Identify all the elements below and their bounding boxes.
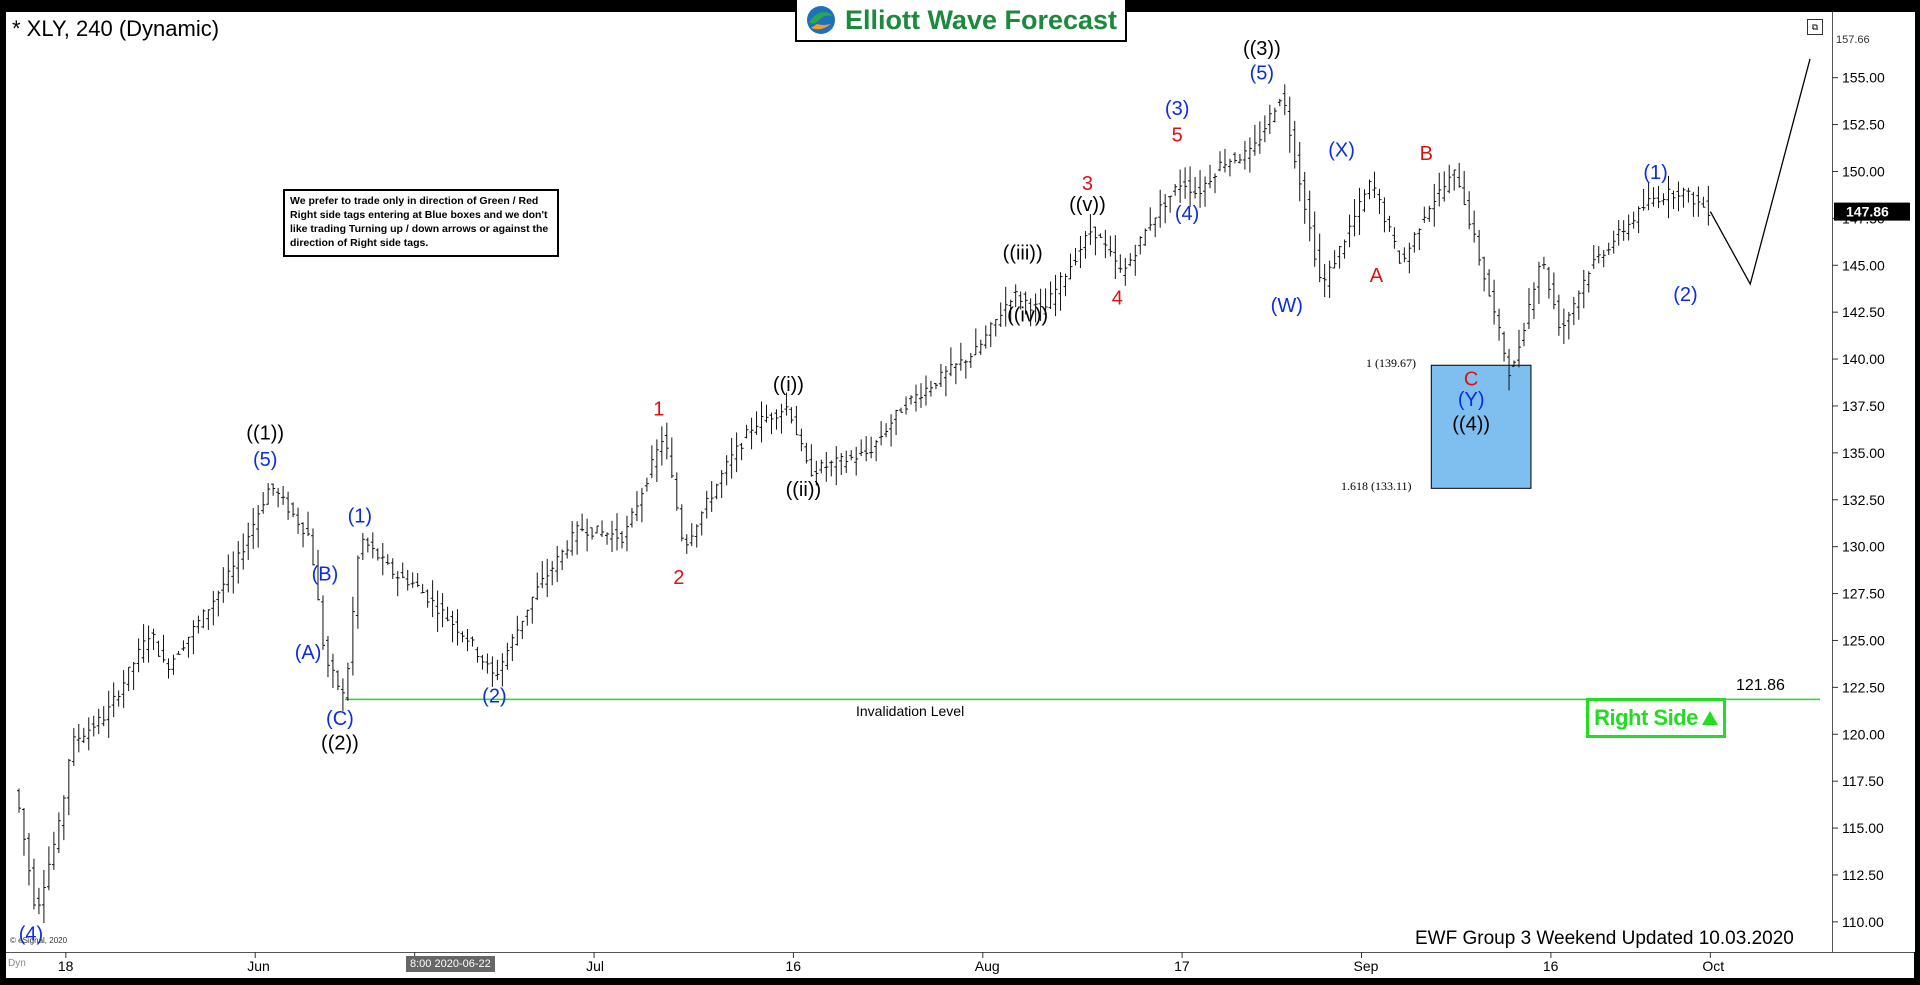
date-tick-label: 17: [1174, 958, 1190, 974]
right-side-badge: Right Side: [1586, 698, 1726, 738]
wave-label: 5: [1172, 124, 1183, 146]
price-tick-label: 110.00: [1842, 914, 1884, 930]
wave-label: (C): [326, 708, 354, 730]
logo: Elliott Wave Forecast: [795, 0, 1127, 42]
top-price-label: 157.66: [1836, 34, 1870, 46]
wave-label: (4): [1175, 203, 1199, 225]
wave-label: (2): [482, 685, 506, 707]
last-price-tag: [1834, 202, 1910, 221]
price-axis[interactable]: [1832, 12, 1915, 952]
trading-note: We prefer to trade only in direction of …: [283, 189, 559, 257]
wave-label: (2): [1673, 284, 1697, 306]
wave-label: C: [1464, 368, 1478, 390]
wave-label: (1): [348, 505, 372, 527]
date-tick-label: 16: [785, 958, 801, 974]
wave-label: ((iii)): [1003, 243, 1043, 265]
cursor-date: 8:00 2020-06-22: [406, 956, 495, 972]
wave-label: (1): [1643, 162, 1667, 184]
price-tick-label: 150.00: [1842, 163, 1885, 179]
wave-label: (Y): [1458, 389, 1485, 411]
wave-label: 1: [653, 398, 664, 420]
time-axis[interactable]: [6, 952, 1914, 978]
price-tick-label: 155.00: [1842, 70, 1885, 86]
last-price-label: 147.86: [1846, 204, 1889, 220]
logo-globe-icon: [806, 6, 835, 34]
wave-label: 4: [1112, 288, 1123, 310]
arrow-up-icon: [1701, 711, 1718, 725]
wave-label: (A): [295, 642, 322, 664]
date-tick-label: 16: [1543, 958, 1559, 974]
fib-label-1618: 1.618 (133.11): [1341, 479, 1412, 494]
update-footer: EWF Group 3 Weekend Updated 10.03.2020: [1415, 928, 1794, 949]
date-tick-label: 18: [58, 958, 74, 974]
wave-label: (5): [1250, 63, 1274, 85]
price-tick-label: 145.00: [1842, 257, 1885, 273]
annotations: (4) ((1)) (5) (B) (A) (1) (C)((2)) (2) 1 2 ((i)) ((…: [19, 38, 1811, 946]
copyright: © eSignal, 2020: [10, 936, 68, 945]
wave-label: (X): [1328, 139, 1355, 161]
date-tick-label: Aug: [975, 958, 1000, 974]
price-tick-label: 117.50: [1842, 773, 1884, 789]
price-tick-label: 127.50: [1842, 586, 1885, 602]
wave-label: B: [1420, 143, 1433, 165]
price-tick-label: 135.00: [1842, 445, 1885, 461]
date-tick-label: Jul: [586, 958, 604, 974]
wave-label: ((4)): [1452, 413, 1490, 435]
wave-label: ((iv)): [1007, 305, 1048, 327]
wave-label: ((1)): [246, 423, 284, 445]
date-tick-label: Oct: [1702, 958, 1724, 974]
date-tick-label: Jun: [247, 958, 270, 974]
price-tick-label: 137.50: [1842, 398, 1885, 414]
wave-label: ((i)): [773, 374, 804, 396]
wave-label: 2: [673, 567, 684, 589]
fib-label-100: 1 (139.67): [1366, 356, 1416, 371]
wave-label: (3): [1165, 98, 1189, 120]
price-ticks: 110.00 112.50 115.00 117.50 120.00 122.50 125.…: [1832, 34, 1910, 930]
grid-layer: [344, 364, 1820, 701]
wave-label: ((ii)): [786, 479, 822, 501]
date-ticks: 18Jun16Jul16Aug17Sep16Oct: [58, 952, 1724, 974]
invalidation-label: Invalidation Level: [856, 703, 965, 719]
logo-text: Elliott Wave Forecast: [844, 4, 1118, 35]
maximize-icon[interactable]: ⧉: [1807, 19, 1823, 35]
price-tick-label: 142.50: [1842, 304, 1885, 320]
price-tick-label: 122.50: [1842, 679, 1885, 695]
price-tick-label: 115.00: [1842, 820, 1884, 836]
date-tick-label: Sep: [1354, 958, 1379, 974]
wave-label: 3: [1082, 173, 1093, 195]
price-tick-label: 132.50: [1842, 492, 1885, 508]
wave-label: (B): [312, 563, 339, 585]
wave-label: ((3)): [1243, 38, 1281, 60]
price-bars: [16, 84, 1711, 924]
price-tick-label: 140.00: [1842, 351, 1885, 367]
wave-label: ((2)): [321, 732, 359, 754]
wave-label: A: [1370, 265, 1384, 287]
price-tick-label: 130.00: [1842, 539, 1885, 555]
wave-label: ((v)): [1069, 194, 1106, 216]
price-tick-label: 152.50: [1842, 117, 1885, 133]
dyn-label: Dyn: [8, 958, 26, 969]
price-tick-label: 120.00: [1842, 726, 1885, 742]
chart-title: * XLY, 240 (Dynamic): [12, 16, 220, 41]
wave-label: (W): [1271, 295, 1303, 317]
wave-label: (5): [253, 449, 277, 471]
projection-path: [1709, 58, 1811, 286]
invalidation-price: 121.86: [1736, 677, 1785, 694]
right-side-label: Right Side: [1594, 705, 1698, 730]
blue-box-zone: [1430, 364, 1532, 489]
price-tick-label: 125.00: [1842, 632, 1885, 648]
wave-label: (4): [19, 924, 43, 946]
price-tick-label: 112.50: [1842, 867, 1884, 883]
